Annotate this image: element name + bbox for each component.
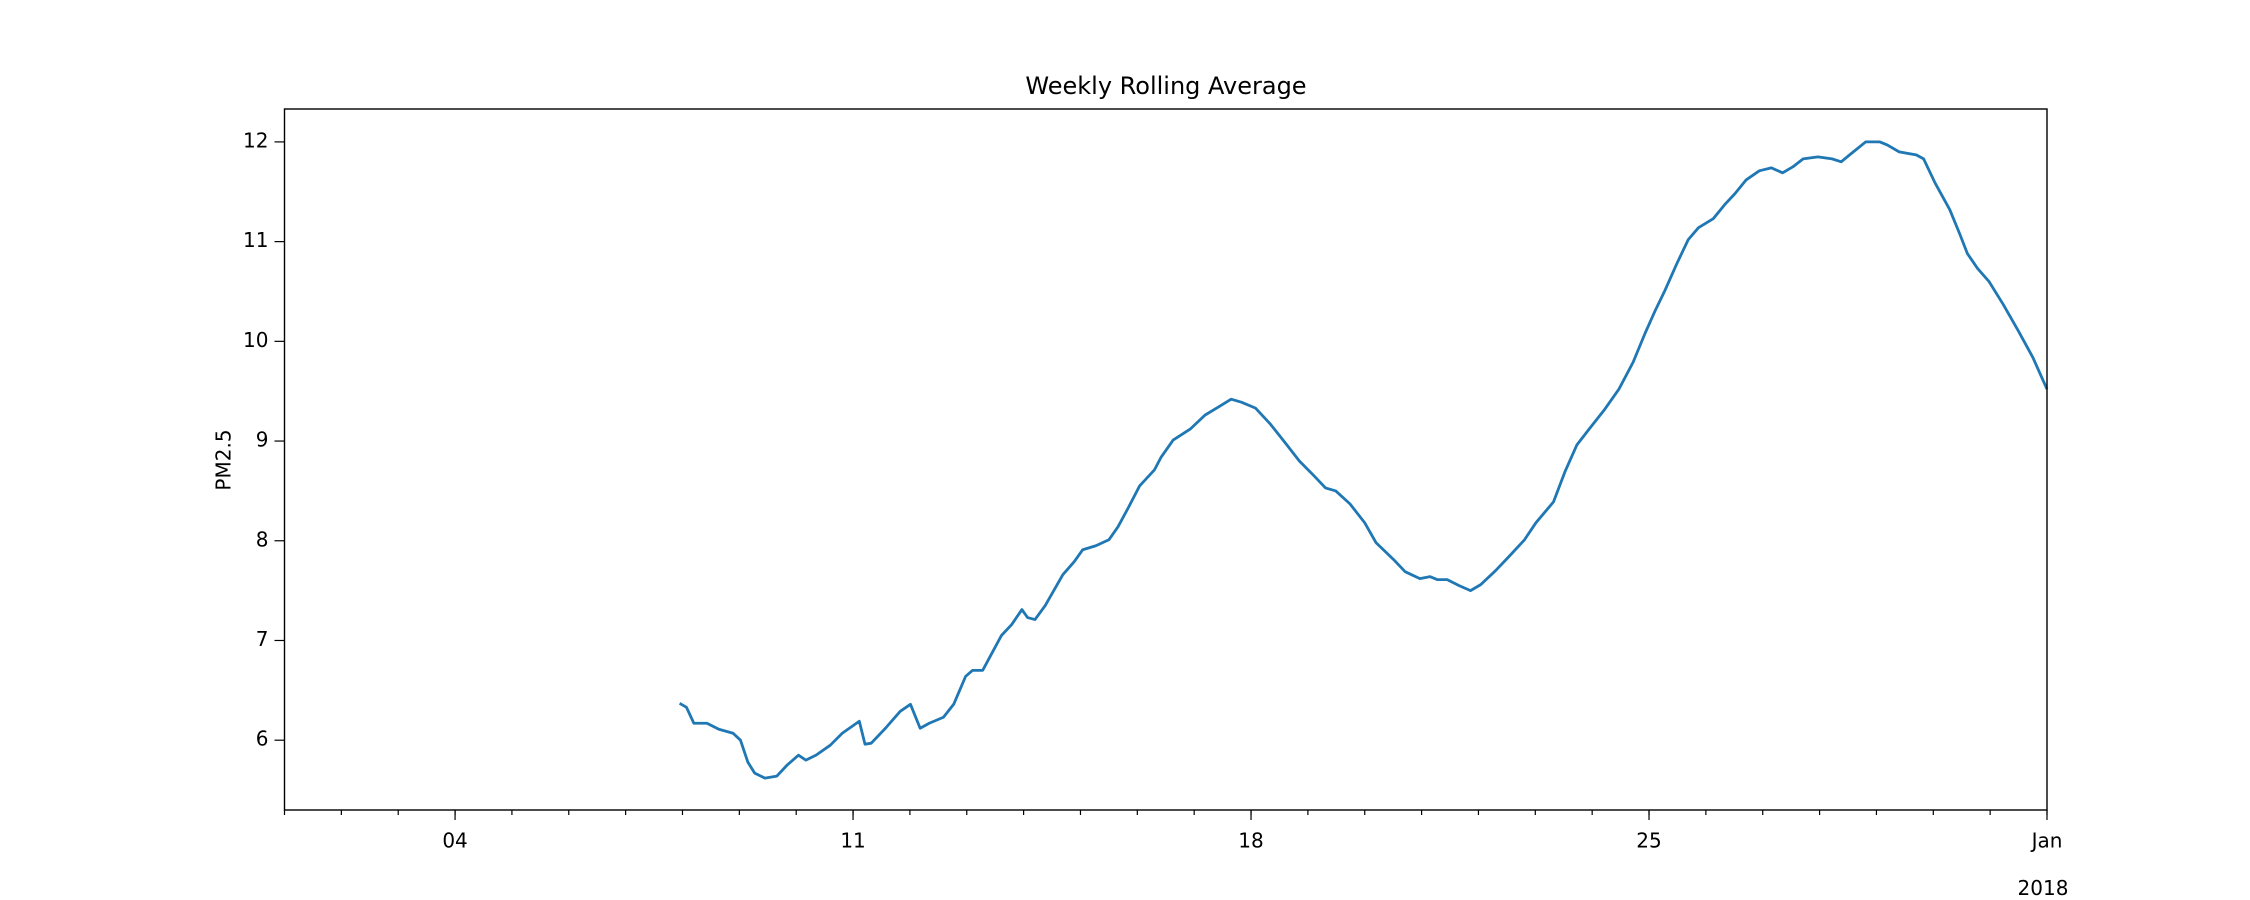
line-series <box>678 140 2049 780</box>
y-tick-label: 12 <box>243 128 268 152</box>
y-axis-label: PM2.5 <box>212 429 236 490</box>
y-tick-label: 11 <box>243 228 268 252</box>
plot-frame <box>283 108 2048 811</box>
x-tick-label: 11 <box>840 829 865 853</box>
y-tick-label: 9 <box>256 428 269 452</box>
x-tick-label: 04 <box>442 829 467 853</box>
x-year-label: 2018 <box>2018 876 2069 900</box>
y-tick-label: 6 <box>256 727 269 751</box>
y-tick-label: 8 <box>256 527 269 551</box>
chart-title: Weekly Rolling Average <box>1025 72 1306 100</box>
x-tick-label: Jan <box>2030 829 2063 853</box>
x-tick-label: 18 <box>1238 829 1263 853</box>
y-tick-label: 7 <box>256 627 269 651</box>
x-tick-label: 25 <box>1636 829 1661 853</box>
y-tick-label: 10 <box>243 328 268 352</box>
